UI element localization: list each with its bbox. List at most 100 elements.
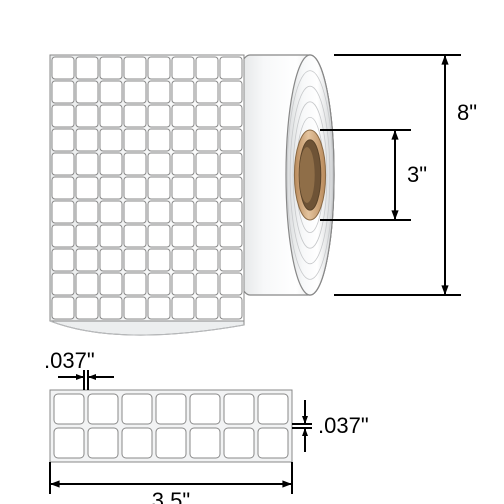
label-cell <box>172 297 194 319</box>
label-cell <box>76 105 98 127</box>
label-cell <box>148 129 170 151</box>
label-cell <box>52 273 74 295</box>
label-cell <box>172 201 194 223</box>
label-cell <box>124 81 146 103</box>
label-cell <box>148 249 170 271</box>
diagram-root: 8" 3" 3.5" .037" .037" <box>0 0 504 504</box>
label-cell <box>148 177 170 199</box>
label-cell <box>124 273 146 295</box>
label-cell <box>124 105 146 127</box>
label-cell <box>196 177 218 199</box>
label-cell <box>172 177 194 199</box>
dim-roll-diameter: 8" <box>457 100 477 125</box>
detail-cell <box>224 394 254 424</box>
label-cell <box>76 57 98 79</box>
label-cell <box>196 153 218 175</box>
dim-strip-width: 3.5" <box>152 488 190 504</box>
label-cell <box>76 81 98 103</box>
label-cell <box>100 177 122 199</box>
label-cell <box>196 57 218 79</box>
label-cell <box>172 81 194 103</box>
label-cell <box>196 297 218 319</box>
label-cell <box>172 129 194 151</box>
detail-cell <box>88 394 118 424</box>
label-cell <box>100 57 122 79</box>
label-cell <box>100 105 122 127</box>
label-cell <box>76 201 98 223</box>
detail-cell <box>88 428 118 458</box>
label-cell <box>124 129 146 151</box>
label-cell <box>52 105 74 127</box>
label-cell <box>148 153 170 175</box>
dim-core-diameter: 3" <box>407 162 427 187</box>
label-cell <box>148 273 170 295</box>
detail-cell <box>190 394 220 424</box>
detail-cell <box>156 394 186 424</box>
detail-cell <box>156 428 186 458</box>
label-cell <box>52 177 74 199</box>
label-cell <box>220 201 242 223</box>
label-cell <box>124 201 146 223</box>
label-cell <box>196 225 218 247</box>
label-cell <box>76 249 98 271</box>
label-cell <box>148 201 170 223</box>
label-cell <box>148 57 170 79</box>
label-cell <box>52 297 74 319</box>
label-cell <box>100 273 122 295</box>
label-cell <box>196 105 218 127</box>
label-cell <box>220 249 242 271</box>
label-cell <box>76 177 98 199</box>
falling-label-strip <box>50 55 244 335</box>
label-cell <box>220 225 242 247</box>
detail-cell <box>258 394 288 424</box>
label-cell <box>124 249 146 271</box>
label-cell <box>100 225 122 247</box>
label-cell <box>172 273 194 295</box>
label-cell <box>100 81 122 103</box>
label-cell <box>76 225 98 247</box>
label-cell <box>172 225 194 247</box>
label-cell <box>52 57 74 79</box>
detail-strip <box>50 390 292 462</box>
detail-cell <box>54 428 84 458</box>
label-cell <box>172 105 194 127</box>
label-cell <box>172 249 194 271</box>
label-cell <box>100 129 122 151</box>
label-cell <box>196 249 218 271</box>
label-cell <box>148 105 170 127</box>
detail-cell <box>54 394 84 424</box>
label-cell <box>220 273 242 295</box>
label-cell <box>52 153 74 175</box>
detail-cell <box>190 428 220 458</box>
label-cell <box>124 153 146 175</box>
label-cell <box>76 153 98 175</box>
dim-gap-horizontal: .037" <box>44 348 95 373</box>
label-cell <box>52 225 74 247</box>
label-cell <box>220 105 242 127</box>
label-cell <box>124 57 146 79</box>
label-cell <box>148 81 170 103</box>
label-cell <box>100 297 122 319</box>
label-cell <box>196 81 218 103</box>
label-cell <box>124 225 146 247</box>
label-cell <box>196 129 218 151</box>
label-cell <box>52 201 74 223</box>
label-cell <box>148 225 170 247</box>
label-cell <box>100 201 122 223</box>
label-cell <box>220 81 242 103</box>
dim-gap-vertical: .037" <box>318 413 369 438</box>
label-cell <box>172 57 194 79</box>
label-cell <box>100 153 122 175</box>
label-cell <box>52 249 74 271</box>
label-cell <box>52 81 74 103</box>
detail-cell <box>122 428 152 458</box>
label-cell <box>220 297 242 319</box>
label-cell <box>148 297 170 319</box>
label-cell <box>220 129 242 151</box>
detail-cell <box>122 394 152 424</box>
detail-cell <box>258 428 288 458</box>
label-cell <box>76 273 98 295</box>
label-cell <box>220 177 242 199</box>
label-cell <box>124 297 146 319</box>
label-cell <box>196 201 218 223</box>
